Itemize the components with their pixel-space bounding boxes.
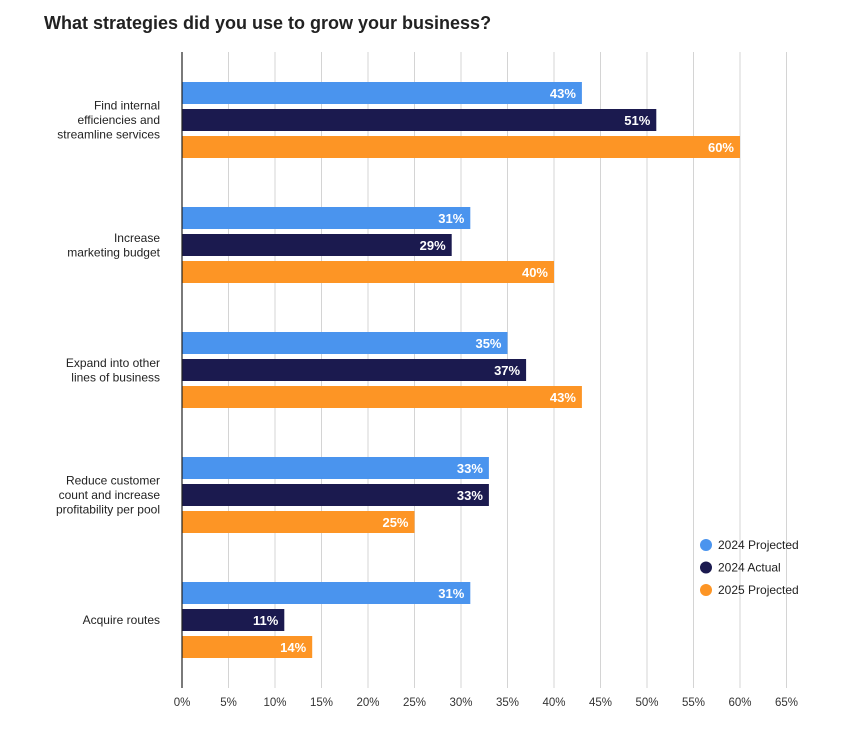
category-label-line: lines of business: [71, 370, 160, 384]
bar: [182, 511, 415, 533]
x-tick-label: 65%: [775, 697, 798, 709]
category-label-line: Reduce customer: [66, 474, 160, 488]
bar-value-label: 51%: [624, 113, 650, 128]
x-tick-label: 20%: [356, 697, 379, 709]
legend-label: 2024 Actual: [718, 561, 781, 575]
x-tick-label: 55%: [682, 697, 705, 709]
bar-value-label: 33%: [457, 488, 483, 503]
bar: [182, 109, 657, 131]
category-labels: Find internal efficiencies and streamline …: [56, 99, 161, 628]
bar-value-label: 31%: [438, 586, 464, 601]
category-label-line: count and increase: [59, 488, 161, 502]
bar: [182, 207, 471, 229]
bar-value-label: 31%: [438, 211, 464, 226]
category-label: Reduce customer count and increase profita…: [56, 474, 160, 517]
x-tick-label: 40%: [542, 697, 565, 709]
category-label-line: Acquire routes: [83, 613, 160, 627]
legend-marker: [700, 539, 712, 551]
bar: [182, 457, 489, 479]
bar: [182, 82, 582, 104]
x-axis-ticks: 0% 5% 10% 15% 20% 25% 30% 35% 40% 45% 50% 55% 60% 65%: [174, 697, 798, 709]
legend-marker: [700, 561, 712, 574]
bars: 43% 51% 60% 31% 29% 40% 35% 37% 43% 33% 33% 25% 31% 1…: [182, 82, 740, 658]
bar-value-label: 29%: [420, 238, 446, 253]
x-tick-label: 60%: [728, 697, 751, 709]
category-label-line: profitability per pool: [56, 503, 160, 517]
bar: [182, 609, 285, 631]
x-tick-label: 30%: [449, 697, 472, 709]
x-tick-label: 35%: [496, 697, 519, 709]
category-label-line: Expand into other: [66, 356, 160, 370]
x-tick-label: 25%: [403, 697, 426, 709]
bar: [182, 484, 489, 506]
category-label: Expand into other lines of business: [66, 356, 160, 385]
bar-value-label: 43%: [550, 86, 576, 101]
category-label: Acquire routes: [83, 613, 160, 627]
category-label-line: Find internal: [94, 99, 160, 113]
x-tick-label: 5%: [220, 697, 237, 709]
category-label: Find internal efficiencies and streamline …: [57, 99, 160, 142]
bar-value-label: 14%: [280, 640, 306, 655]
bar: [182, 386, 582, 408]
category-label-line: streamline services: [57, 128, 160, 142]
bar-value-label: 11%: [253, 613, 279, 628]
x-tick-label: 15%: [310, 697, 333, 709]
bar-value-label: 35%: [475, 336, 501, 351]
bar-value-label: 25%: [382, 515, 408, 530]
bar-value-label: 43%: [550, 390, 576, 405]
legend: 2024 Projected 2024 Actual 2025 Projected: [700, 538, 799, 597]
legend-marker: [700, 584, 712, 596]
bar-value-label: 40%: [522, 265, 548, 280]
x-tick-label: 0%: [174, 697, 191, 709]
category-label-line: marketing budget: [67, 245, 160, 259]
bar: [182, 136, 740, 158]
legend-label: 2024 Projected: [718, 538, 799, 552]
bar: [182, 359, 527, 381]
bar: [182, 234, 452, 256]
category-label-line: Increase: [114, 231, 160, 245]
bar: [182, 582, 471, 604]
legend-label: 2025 Projected: [718, 583, 799, 597]
category-label: Increase marketing budget: [67, 231, 160, 260]
bar-value-label: 37%: [494, 363, 520, 378]
category-label-line: efficiencies and: [78, 113, 161, 127]
x-tick-label: 50%: [635, 697, 658, 709]
bar: [182, 636, 313, 658]
bar: [182, 261, 554, 283]
bar: [182, 332, 508, 354]
x-tick-label: 45%: [589, 697, 612, 709]
chart-title: What strategies did you use to grow your…: [44, 13, 492, 33]
bar-value-label: 60%: [708, 140, 734, 155]
x-tick-label: 10%: [263, 697, 286, 709]
bar-value-label: 33%: [457, 461, 483, 476]
